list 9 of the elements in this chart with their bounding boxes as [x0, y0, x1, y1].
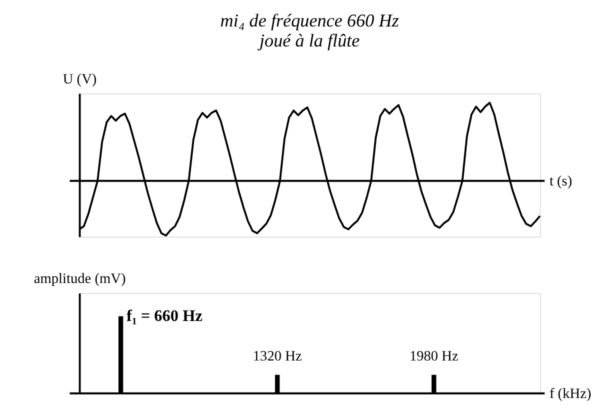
text: mi₄ de fréquence 660 Hz	[220, 10, 399, 30]
text: joué à la flûte	[259, 30, 360, 51]
x-axis-title: f (kHz)	[549, 386, 592, 402]
y-axis-title: amplitude (mV)	[34, 271, 126, 288]
annotation: 1320 Hz	[252, 348, 302, 365]
y-axis-title: U (V)	[62, 71, 97, 88]
x-axis-title: t (s)	[549, 174, 572, 190]
annotation: 1980 Hz	[409, 348, 458, 365]
annotation: f₁ = 660 Hz	[126, 306, 202, 325]
